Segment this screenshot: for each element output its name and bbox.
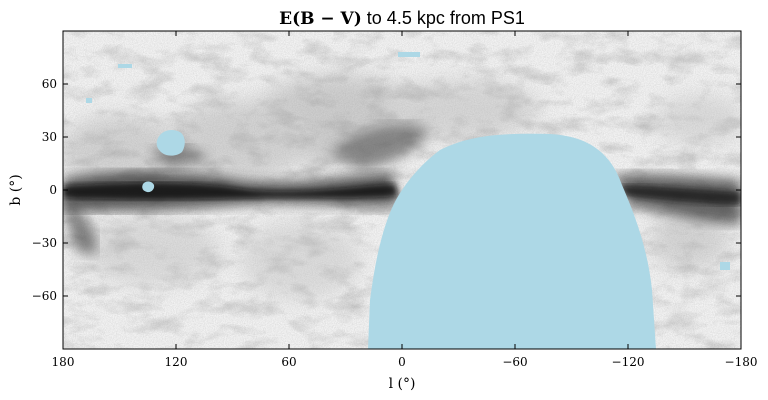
y-tick-label: 60 — [42, 77, 57, 91]
x-tick-label: 0 — [398, 355, 406, 369]
no-data-sliver-2 — [118, 64, 132, 68]
chart-title-math: E(B − V) — [279, 9, 362, 29]
chart-title: E(B − V) to 4.5 kpc from PS1 — [279, 8, 525, 29]
no-data-sliver-4 — [720, 262, 730, 270]
diffuse-dust-structures — [63, 75, 741, 300]
x-tick-label: −120 — [612, 355, 645, 369]
no-data-patch-lower — [142, 181, 155, 193]
x-axis-ticks: 180 120 60 0 −60 −120 −180 — [52, 31, 758, 369]
x-tick-label: −180 — [725, 355, 758, 369]
y-tick-label: −60 — [32, 289, 57, 303]
y-tick-label: 0 — [49, 183, 57, 197]
x-tick-label: 60 — [281, 355, 296, 369]
x-tick-label: 120 — [165, 355, 188, 369]
y-tick-label: −30 — [32, 236, 57, 250]
no-data-patch-upper — [156, 130, 185, 156]
x-tick-label: −60 — [502, 355, 527, 369]
no-data-southern-sky — [368, 133, 656, 349]
y-tick-label: 30 — [42, 130, 57, 144]
no-data-sliver-3 — [86, 98, 92, 103]
x-tick-label: 180 — [52, 355, 75, 369]
x-axis-label: l (°) — [389, 376, 416, 392]
no-data-regions — [86, 52, 730, 349]
chart-title-text: to 4.5 kpc from PS1 — [362, 8, 525, 28]
y-axis-label: b (°) — [8, 174, 24, 205]
y-axis-ticks: 60 30 0 −30 −60 — [32, 77, 741, 303]
map-panel — [63, 31, 741, 349]
no-data-sliver-1 — [398, 52, 420, 57]
